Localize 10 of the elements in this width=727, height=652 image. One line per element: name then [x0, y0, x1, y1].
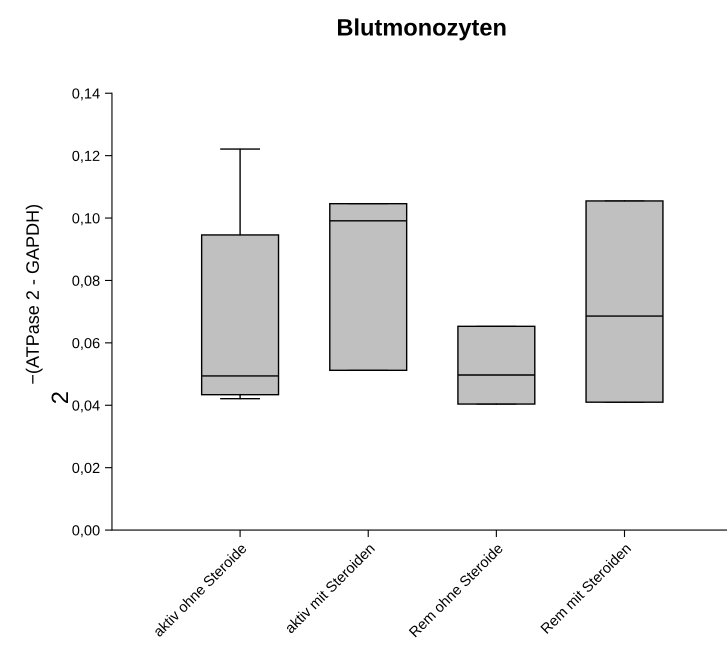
y-tick-label: 0,00 [72, 525, 100, 538]
y-tick-label: 0,10 [72, 213, 100, 226]
y-axis-title: 2−(ATPase 2 - GAPDH) [26, 204, 68, 404]
y-tick-label: 0,08 [72, 276, 100, 288]
chart-title: Blutmonozyten [338, 18, 506, 40]
y-tick-label: 0,14 [72, 88, 100, 100]
y-tick-label: 0,12 [72, 150, 100, 163]
y-tick-label: 0,04 [72, 400, 100, 412]
y-tick-label: 0,02 [72, 462, 100, 475]
y-tick-label: 0,06 [72, 338, 100, 350]
